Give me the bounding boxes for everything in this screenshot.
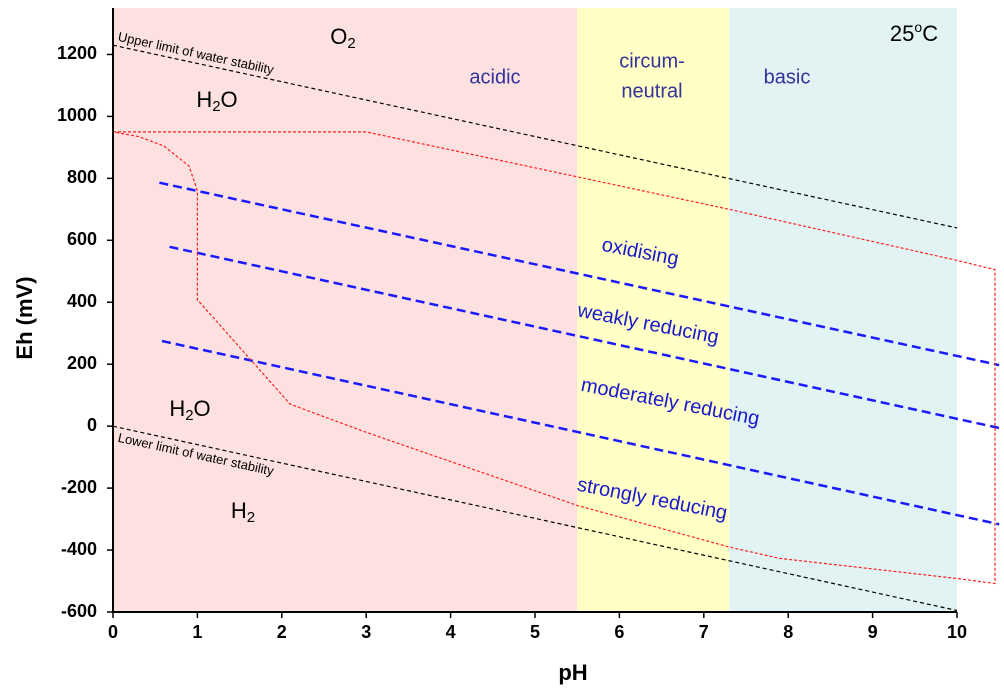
annotation: O2	[330, 24, 355, 52]
y-axis-label: Eh (mV)	[12, 276, 37, 359]
series-line	[112, 44, 958, 229]
x-tick-label: 0	[108, 622, 118, 642]
x-tick-label: 7	[699, 622, 709, 642]
x-tick-label: 9	[868, 622, 878, 642]
series-line	[169, 245, 1000, 430]
y-tick-label: -400	[61, 539, 97, 559]
x-axis-label: pH	[558, 660, 587, 685]
annotation-part: 2	[185, 407, 193, 424]
annotation-part: 25	[890, 21, 914, 46]
x-tick-label: 8	[783, 622, 793, 642]
ph-region	[729, 8, 957, 612]
region-label: neutral	[621, 80, 682, 102]
annotation-part: H	[231, 498, 247, 523]
annotation-part: H	[169, 396, 185, 421]
y-tick-label: -600	[61, 601, 97, 621]
x-tick-label: 10	[947, 622, 967, 642]
region-label: basic	[764, 66, 811, 88]
x-tick-label: 4	[446, 622, 456, 642]
x-tick-label: 1	[192, 622, 202, 642]
x-tick-label: 5	[530, 622, 540, 642]
y-tick-label: -200	[61, 477, 97, 497]
annotation-part: 2	[347, 35, 355, 52]
y-tick-label: 200	[67, 353, 97, 373]
region-label: circum-	[619, 50, 685, 72]
annotation-part: 2	[212, 98, 220, 115]
annotation-part: O	[194, 396, 211, 421]
annotation-part: o	[914, 19, 922, 35]
ph-region	[577, 8, 730, 612]
y-tick-label: 1200	[57, 43, 97, 63]
series-line	[112, 425, 958, 612]
y-tick-label: 600	[67, 229, 97, 249]
y-tick-label: 0	[87, 415, 97, 435]
ph-region	[113, 8, 578, 612]
annotation: 25oC	[890, 19, 938, 46]
annotation-part: O	[221, 87, 238, 112]
annotation-part: C	[922, 21, 938, 46]
x-tick-label: 2	[277, 622, 287, 642]
x-tick-label: 3	[361, 622, 371, 642]
series-line	[112, 131, 996, 585]
annotation-part: O	[330, 24, 347, 49]
x-tick-label: 6	[614, 622, 624, 642]
annotation-part: 2	[247, 509, 255, 526]
region-label: acidic	[469, 66, 520, 88]
series-line	[159, 181, 1000, 367]
y-tick-label: 800	[67, 167, 97, 187]
y-tick-label: 400	[67, 291, 97, 311]
y-tick-label: 1000	[57, 105, 97, 125]
annotation: H2	[231, 498, 255, 526]
annotation: H2O	[196, 87, 237, 115]
series-line	[161, 339, 1000, 526]
annotation: H2O	[169, 396, 210, 424]
annotation-part: H	[196, 87, 212, 112]
